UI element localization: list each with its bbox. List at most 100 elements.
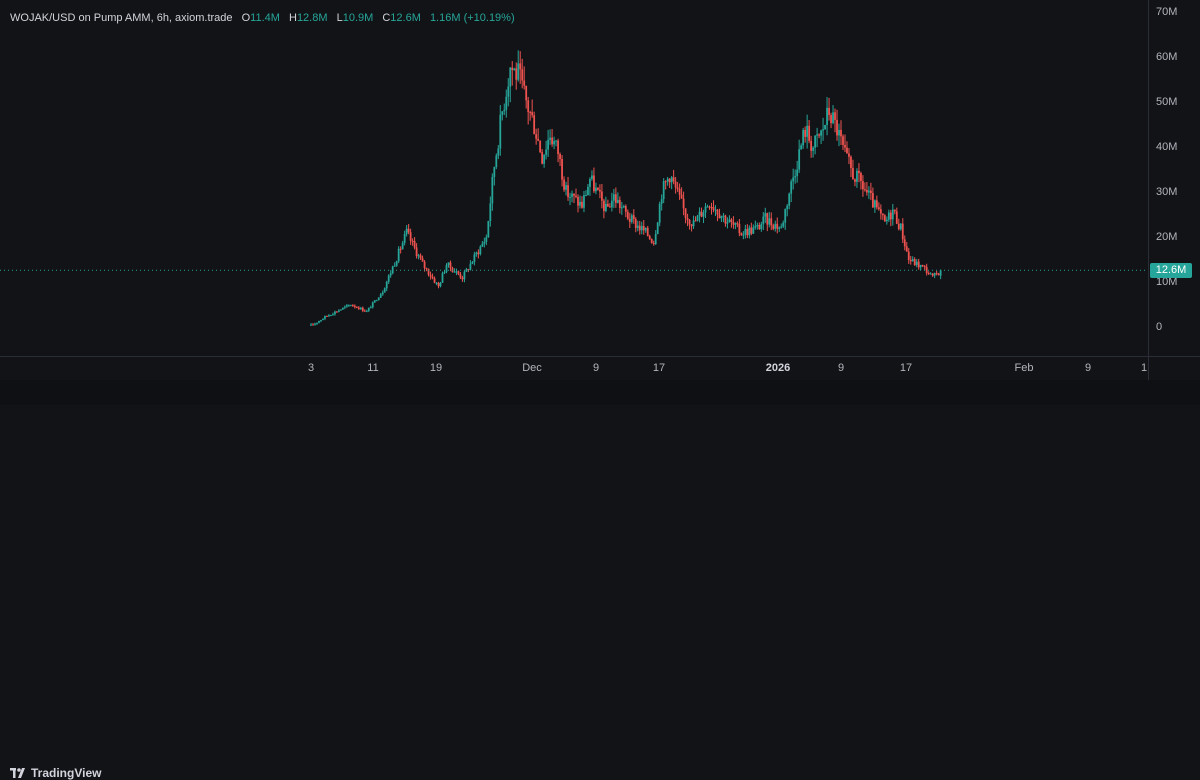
candle-body bbox=[754, 226, 757, 228]
candle-body bbox=[812, 147, 815, 151]
candle-body bbox=[704, 206, 707, 213]
candle-body bbox=[810, 140, 813, 151]
price-scale[interactable] bbox=[1148, 0, 1200, 356]
candle-body bbox=[917, 261, 920, 268]
candle-body bbox=[877, 207, 880, 210]
candle-body bbox=[379, 294, 382, 298]
candle-body bbox=[634, 219, 637, 228]
candle-body bbox=[467, 269, 470, 271]
candles bbox=[310, 50, 942, 326]
candle-body bbox=[830, 115, 832, 124]
candle-body bbox=[844, 144, 846, 148]
candle-body bbox=[798, 149, 801, 170]
candle-body bbox=[401, 242, 404, 250]
candle-body bbox=[533, 115, 536, 135]
candle-body bbox=[644, 227, 647, 231]
candle-body bbox=[762, 216, 765, 225]
candle-body bbox=[814, 135, 817, 148]
candle-body bbox=[895, 211, 898, 224]
candle-body bbox=[782, 222, 785, 227]
candle-body bbox=[772, 225, 775, 229]
y-tick-label: 60M bbox=[1156, 51, 1178, 63]
candle-body bbox=[549, 137, 551, 140]
candle-body bbox=[339, 309, 342, 311]
candle-body bbox=[860, 173, 862, 182]
x-tick-label: 19 bbox=[429, 362, 443, 374]
candle-body bbox=[395, 261, 398, 266]
chart-area[interactable] bbox=[0, 0, 1148, 356]
candle-body bbox=[599, 189, 601, 192]
candle-body bbox=[820, 130, 822, 136]
x-tick-label: Feb bbox=[1014, 362, 1034, 374]
candle-body bbox=[871, 193, 874, 208]
y-tick-label: 70M bbox=[1156, 6, 1178, 18]
candle-body bbox=[523, 80, 526, 86]
candle-body bbox=[543, 154, 546, 164]
candle-body bbox=[447, 262, 450, 266]
close-label: C bbox=[382, 12, 391, 24]
candle-body bbox=[632, 215, 635, 220]
x-tick-label: 17 bbox=[652, 362, 666, 374]
candle-body bbox=[650, 238, 653, 244]
candle-body bbox=[626, 211, 629, 219]
candle-body bbox=[624, 206, 627, 212]
candle-body bbox=[509, 67, 512, 87]
candle-body bbox=[553, 141, 555, 145]
candle-body bbox=[343, 306, 346, 308]
candle-body bbox=[525, 85, 528, 101]
candle-body bbox=[489, 203, 492, 222]
candle-body bbox=[786, 205, 789, 210]
candle-body bbox=[684, 208, 687, 219]
candle-body bbox=[477, 252, 480, 255]
candle-body bbox=[738, 223, 741, 234]
candle-body bbox=[766, 213, 769, 225]
high-value: 12.8M bbox=[296, 12, 328, 24]
time-scale[interactable] bbox=[0, 356, 1148, 381]
candle-body bbox=[889, 212, 892, 220]
x-tick-label: 9 bbox=[837, 362, 845, 374]
candle-body bbox=[443, 272, 446, 274]
brand-label: TradingView bbox=[31, 766, 102, 780]
candle-body bbox=[668, 178, 671, 183]
candle-body bbox=[730, 219, 733, 222]
candle-body bbox=[381, 292, 384, 295]
candle-body bbox=[567, 185, 569, 198]
candle-body bbox=[875, 200, 878, 208]
candle-body bbox=[409, 232, 412, 241]
candle-body bbox=[680, 194, 683, 199]
candle-body bbox=[445, 265, 448, 273]
candle-body bbox=[547, 139, 550, 150]
y-tick-label: 10M bbox=[1156, 276, 1178, 288]
candle-body bbox=[919, 265, 922, 268]
candle-body bbox=[579, 201, 581, 206]
candle-body bbox=[559, 154, 561, 159]
candlestick-chart[interactable] bbox=[0, 0, 1148, 356]
high-label: H bbox=[288, 12, 297, 24]
x-tick-label: 3 bbox=[307, 362, 315, 374]
candle-body bbox=[519, 63, 522, 70]
candle-body bbox=[864, 189, 866, 191]
candle-body bbox=[636, 225, 639, 228]
candle-body bbox=[461, 277, 464, 280]
candle-body bbox=[531, 112, 534, 116]
candle-body bbox=[931, 273, 934, 276]
candle-body bbox=[700, 211, 703, 217]
candle-body bbox=[688, 220, 691, 225]
candle-body bbox=[415, 247, 418, 257]
candle-body bbox=[491, 176, 494, 204]
candle-body bbox=[407, 228, 410, 233]
candle-body bbox=[866, 189, 868, 193]
candle-body bbox=[881, 213, 884, 216]
candle-body bbox=[495, 155, 498, 167]
candle-body bbox=[885, 219, 888, 222]
candle-body bbox=[439, 282, 442, 287]
candle-body bbox=[312, 324, 314, 326]
candle-body bbox=[469, 263, 472, 270]
candle-body bbox=[716, 209, 719, 215]
tradingview-logo[interactable]: TradingView bbox=[10, 766, 101, 780]
candle-body bbox=[893, 209, 896, 212]
candle-body bbox=[682, 198, 685, 209]
candle-body bbox=[720, 216, 723, 219]
candle-body bbox=[569, 196, 571, 198]
candle-body bbox=[359, 307, 362, 310]
